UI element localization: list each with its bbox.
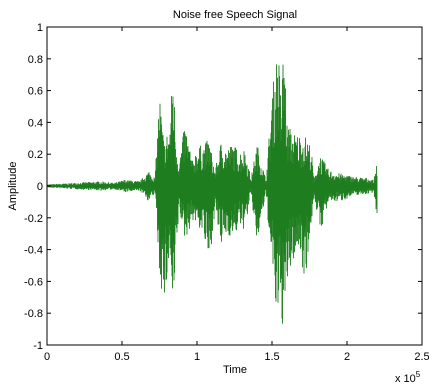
x-tick-label: 1 xyxy=(194,351,200,363)
y-tick-label: 1 xyxy=(37,22,43,34)
x-tick-label: 0.5 xyxy=(114,351,129,363)
axes: 0 0.5 1 1.5 2 2.5 -1 -0.8 -0.6 -0.4 -0.2 0 0.2 0.4 0.6… xyxy=(24,22,429,363)
y-axis-label: Amplitude xyxy=(7,162,19,211)
y-tick-label: -0.4 xyxy=(24,245,43,257)
x-axis-exponent-base: x 10 xyxy=(395,373,416,385)
x-tick-label: 2.5 xyxy=(414,351,429,363)
x-axis-exponent-power: 5 xyxy=(416,370,421,379)
x-tick-label: 0 xyxy=(44,351,50,363)
y-tick-label: -0.2 xyxy=(24,213,43,225)
y-tick-label: 0.8 xyxy=(28,54,43,66)
y-tick-label: 0.2 xyxy=(28,149,43,161)
x-axis-label: Time xyxy=(223,364,247,376)
y-tick-label: 0.4 xyxy=(28,117,43,129)
chart-title: Noise free Speech Signal xyxy=(173,9,297,21)
x-axis-exponent: x 105 xyxy=(395,370,421,385)
x-tick-label: 2 xyxy=(344,351,350,363)
y-tick-label: -0.8 xyxy=(24,308,43,320)
y-tick-label: 0 xyxy=(37,181,43,193)
y-tick-label: -1 xyxy=(33,340,43,352)
x-tick-label: 1.5 xyxy=(264,351,279,363)
y-tick-label: 0.6 xyxy=(28,86,43,98)
y-tick-label: -0.6 xyxy=(24,276,43,288)
